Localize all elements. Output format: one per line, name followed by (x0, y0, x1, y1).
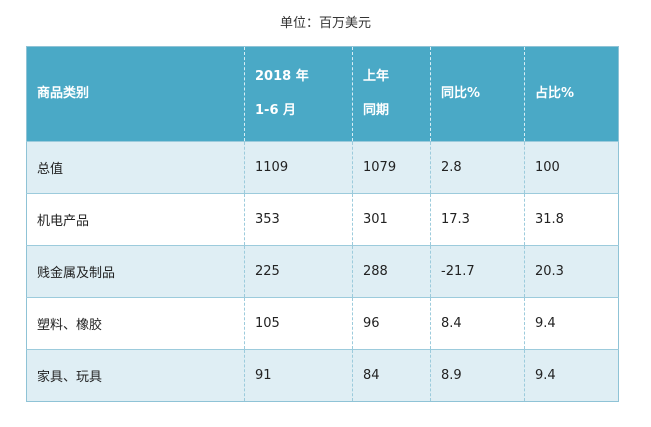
cell-share: 100 (524, 141, 619, 194)
table-row: 总值 1109 1079 2.8 100 (26, 141, 619, 194)
cell-yoy: 2.8 (430, 141, 525, 194)
cell-category: 塑料、橡胶 (26, 297, 245, 350)
table-header: 商品类别 2018 年 1-6 月 上年 同期 同比% 占比% (26, 46, 619, 142)
cell-share: 9.4 (524, 349, 619, 402)
cell-yoy: -21.7 (430, 245, 525, 298)
header-category: 商品类别 (26, 46, 245, 142)
table-row: 家具、玩具 91 84 8.9 9.4 (26, 349, 619, 402)
cell-category: 家具、玩具 (26, 349, 245, 402)
header-prior-period-line2: 同期 (363, 103, 390, 118)
cell-2018-h1: 91 (244, 349, 353, 402)
cell-yoy: 17.3 (430, 193, 525, 246)
cell-category: 贱金属及制品 (26, 245, 245, 298)
cell-prior-period: 96 (352, 297, 431, 350)
header-prior-period-line1: 上年 (363, 69, 390, 84)
cell-prior-period: 84 (352, 349, 431, 402)
header-yoy: 同比% (430, 46, 525, 142)
header-category-label: 商品类别 (37, 86, 90, 101)
table-row: 塑料、橡胶 105 96 8.4 9.4 (26, 297, 619, 350)
header-2018-h1-line1: 2018 年 (255, 69, 309, 84)
cell-2018-h1: 1109 (244, 141, 353, 194)
header-2018-h1-line2: 1-6 月 (255, 103, 297, 118)
header-2018-h1: 2018 年 1-6 月 (244, 46, 353, 142)
cell-share: 20.3 (524, 245, 619, 298)
header-prior-period: 上年 同期 (352, 46, 431, 142)
cell-category: 机电产品 (26, 193, 245, 246)
cell-yoy: 8.4 (430, 297, 525, 350)
data-table-container: 商品类别 2018 年 1-6 月 上年 同期 同比% 占比% (26, 46, 619, 402)
cell-category: 总值 (26, 141, 245, 194)
table-row: 贱金属及制品 225 288 -21.7 20.3 (26, 245, 619, 298)
cell-prior-period: 288 (352, 245, 431, 298)
cell-prior-period: 301 (352, 193, 431, 246)
header-share-label: 占比% (535, 86, 575, 101)
header-row: 商品类别 2018 年 1-6 月 上年 同期 同比% 占比% (26, 46, 619, 142)
cell-prior-period: 1079 (352, 141, 431, 194)
cell-2018-h1: 353 (244, 193, 353, 246)
cell-share: 31.8 (524, 193, 619, 246)
header-share: 占比% (524, 46, 619, 142)
cell-2018-h1: 105 (244, 297, 353, 350)
unit-caption: 单位：百万美元 (279, 16, 371, 31)
table-row: 机电产品 353 301 17.3 31.8 (26, 193, 619, 246)
table-body: 总值 1109 1079 2.8 100 机电产品 353 301 17.3 3… (26, 141, 619, 402)
cell-yoy: 8.9 (430, 349, 525, 402)
header-yoy-label: 同比% (441, 86, 481, 101)
cell-2018-h1: 225 (244, 245, 353, 298)
trade-data-table: 商品类别 2018 年 1-6 月 上年 同期 同比% 占比% (26, 46, 619, 402)
cell-share: 9.4 (524, 297, 619, 350)
